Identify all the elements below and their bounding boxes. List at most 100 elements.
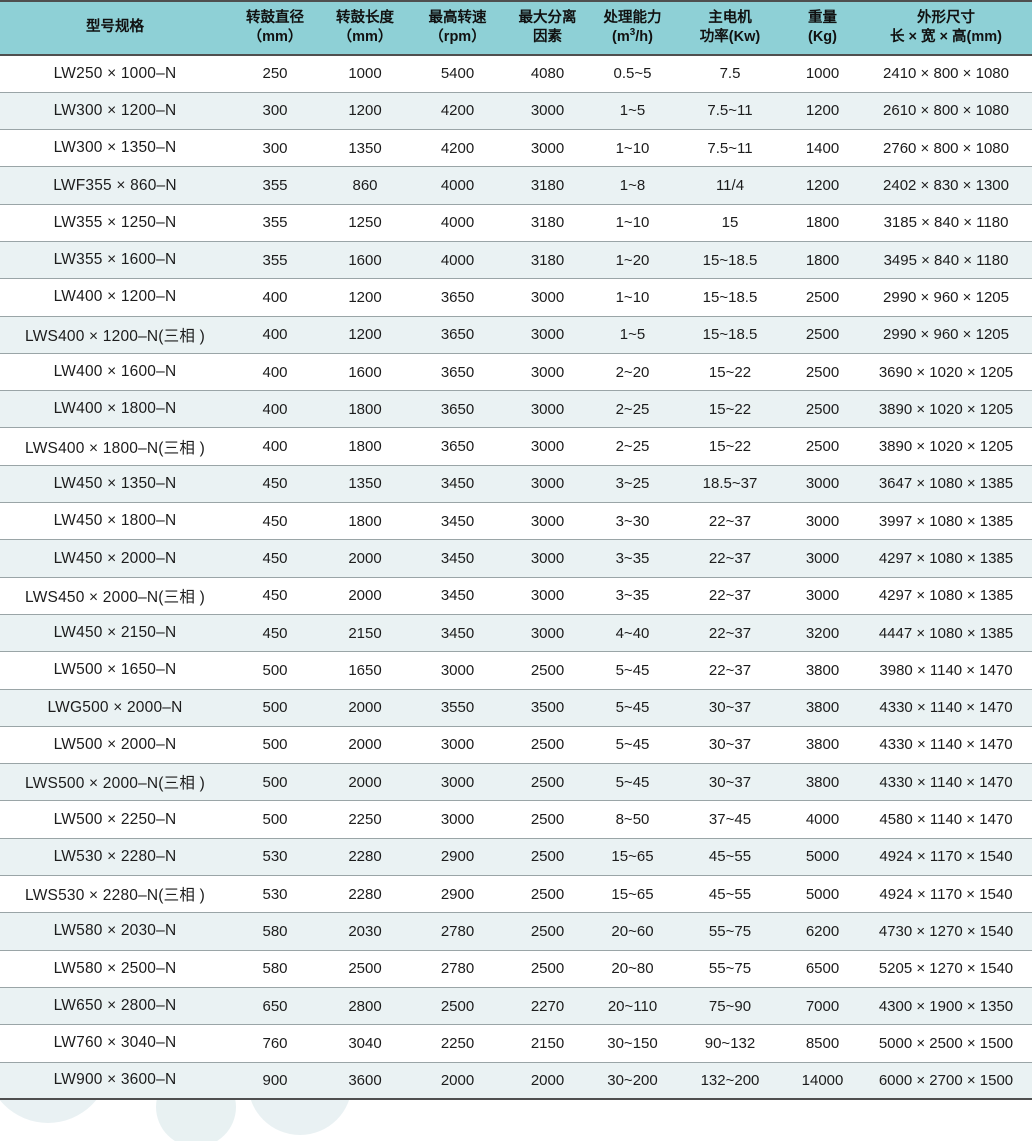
cell-dims: 4330 × 1140 × 1470: [860, 726, 1032, 765]
cell-capacity: 2~25: [590, 427, 675, 466]
cell-model: LW450 × 2000–N: [0, 539, 230, 578]
cell-sepfac: 2500: [505, 726, 590, 765]
column-header-separation-factor: 最大分离 因素: [505, 0, 590, 56]
column-header-weight: 重量 (Kg): [785, 0, 860, 56]
cell-diameter: 500: [230, 763, 320, 802]
cell-length: 1250: [320, 204, 410, 242]
cell-power: 22~37: [675, 577, 785, 615]
cell-capacity: 8~50: [590, 800, 675, 839]
cell-weight: 1200: [785, 92, 860, 131]
cell-length: 1200: [320, 92, 410, 131]
table-row: LWG500 × 2000–N 500 2000 3550 3500 5~45 30~37 3…: [0, 689, 1032, 727]
cell-dims: 4297 × 1080 × 1385: [860, 539, 1032, 578]
cell-dims: 4300 × 1900 × 1350: [860, 987, 1032, 1026]
column-header-max-speed: 最高转速 （rpm）: [410, 0, 505, 56]
cell-capacity: 30~200: [590, 1062, 675, 1101]
table-row: LW450 × 2150–N 450 2150 3450 3000 4~40 22~37 32…: [0, 614, 1032, 653]
cell-model: LW300 × 1200–N: [0, 92, 230, 131]
cell-sepfac: 3000: [505, 390, 590, 429]
cell-dims: 3890 × 1020 × 1205: [860, 390, 1032, 429]
cell-diameter: 530: [230, 838, 320, 877]
cell-power: 75~90: [675, 987, 785, 1026]
cell-capacity: 20~60: [590, 912, 675, 951]
cell-weight: 3800: [785, 726, 860, 765]
cell-sepfac: 3180: [505, 241, 590, 280]
cell-length: 1800: [320, 427, 410, 466]
cell-power: 22~37: [675, 651, 785, 690]
cell-capacity: 15~65: [590, 838, 675, 877]
cell-length: 1800: [320, 502, 410, 541]
cell-speed: 2500: [410, 987, 505, 1026]
cell-power: 15~22: [675, 390, 785, 429]
cell-weight: 3000: [785, 465, 860, 504]
cell-capacity: 4~40: [590, 614, 675, 653]
cell-sepfac: 2500: [505, 875, 590, 914]
cell-capacity: 5~45: [590, 763, 675, 802]
cell-dims: 3185 × 840 × 1180: [860, 204, 1032, 242]
cell-model: LW400 × 1800–N: [0, 390, 230, 429]
cell-length: 2000: [320, 577, 410, 615]
cell-speed: 3450: [410, 539, 505, 578]
cell-diameter: 450: [230, 577, 320, 615]
cell-diameter: 500: [230, 689, 320, 727]
cell-weight: 2500: [785, 316, 860, 354]
column-header-drum-diameter: 转鼓直径 （mm）: [230, 0, 320, 56]
cell-capacity: 1~10: [590, 278, 675, 317]
cell-model: LW650 × 2800–N: [0, 987, 230, 1026]
cell-capacity: 3~25: [590, 465, 675, 504]
table-row: LW650 × 2800–N 650 2800 2500 2270 20~110 75~90…: [0, 987, 1032, 1026]
cell-capacity: 30~150: [590, 1024, 675, 1063]
cell-diameter: 355: [230, 241, 320, 280]
cell-sepfac: 2270: [505, 987, 590, 1026]
cell-dims: 2410 × 800 × 1080: [860, 55, 1032, 93]
cell-capacity: 1~10: [590, 129, 675, 168]
cell-model: LWG500 × 2000–N: [0, 689, 230, 727]
cell-speed: 3650: [410, 427, 505, 466]
cell-diameter: 900: [230, 1062, 320, 1101]
cell-power: 37~45: [675, 800, 785, 839]
cell-diameter: 400: [230, 353, 320, 392]
cell-power: 7.5~11: [675, 129, 785, 168]
cell-model: LW450 × 2150–N: [0, 614, 230, 653]
table-row: LW500 × 2000–N 500 2000 3000 2500 5~45 30~37 38…: [0, 726, 1032, 765]
cell-speed: 5400: [410, 55, 505, 93]
table-row: LW450 × 1350–N 450 1350 3450 3000 3~25 18.5~37…: [0, 465, 1032, 504]
cell-weight: 4000: [785, 800, 860, 839]
cell-weight: 2500: [785, 390, 860, 429]
cell-power: 55~75: [675, 950, 785, 988]
cell-dims: 4447 × 1080 × 1385: [860, 614, 1032, 653]
cell-weight: 3800: [785, 763, 860, 802]
cell-sepfac: 3180: [505, 204, 590, 242]
table-row: LWS400 × 1800–N(三相 ) 400 1800 3650 3000 2~25 1…: [0, 427, 1032, 466]
cell-length: 2800: [320, 987, 410, 1026]
table-row: LW580 × 2500–N 580 2500 2780 2500 20~80 55~75 6…: [0, 950, 1032, 988]
cell-diameter: 580: [230, 950, 320, 988]
cell-length: 2280: [320, 838, 410, 877]
cell-weight: 5000: [785, 875, 860, 914]
cell-weight: 3200: [785, 614, 860, 653]
cell-length: 1600: [320, 353, 410, 392]
cell-capacity: 1~20: [590, 241, 675, 280]
cell-model: LW760 × 3040–N: [0, 1024, 230, 1063]
cell-length: 1200: [320, 316, 410, 354]
cell-sepfac: 2000: [505, 1062, 590, 1101]
cell-speed: 2780: [410, 912, 505, 951]
cell-weight: 7000: [785, 987, 860, 1026]
cell-speed: 2900: [410, 838, 505, 877]
cell-power: 7.5~11: [675, 92, 785, 131]
cell-power: 18.5~37: [675, 465, 785, 504]
table-row: LW400 × 1800–N 400 1800 3650 3000 2~25 15~22 25…: [0, 390, 1032, 429]
cell-sepfac: 3500: [505, 689, 590, 727]
cell-weight: 3000: [785, 539, 860, 578]
cell-power: 30~37: [675, 689, 785, 727]
cell-weight: 6500: [785, 950, 860, 988]
cell-weight: 2500: [785, 353, 860, 392]
cell-dims: 6000 × 2700 × 1500: [860, 1062, 1032, 1101]
table-row: LW500 × 1650–N 500 1650 3000 2500 5~45 22~37 38…: [0, 651, 1032, 690]
cell-weight: 3000: [785, 502, 860, 541]
specification-table-container: 型号规格 转鼓直径 （mm） 转鼓长度 （mm） 最高转速 （rpm） 最大分离…: [0, 0, 1032, 1101]
cell-dims: 4730 × 1270 × 1540: [860, 912, 1032, 951]
cell-length: 2500: [320, 950, 410, 988]
cell-capacity: 1~5: [590, 92, 675, 131]
cell-speed: 3550: [410, 689, 505, 727]
